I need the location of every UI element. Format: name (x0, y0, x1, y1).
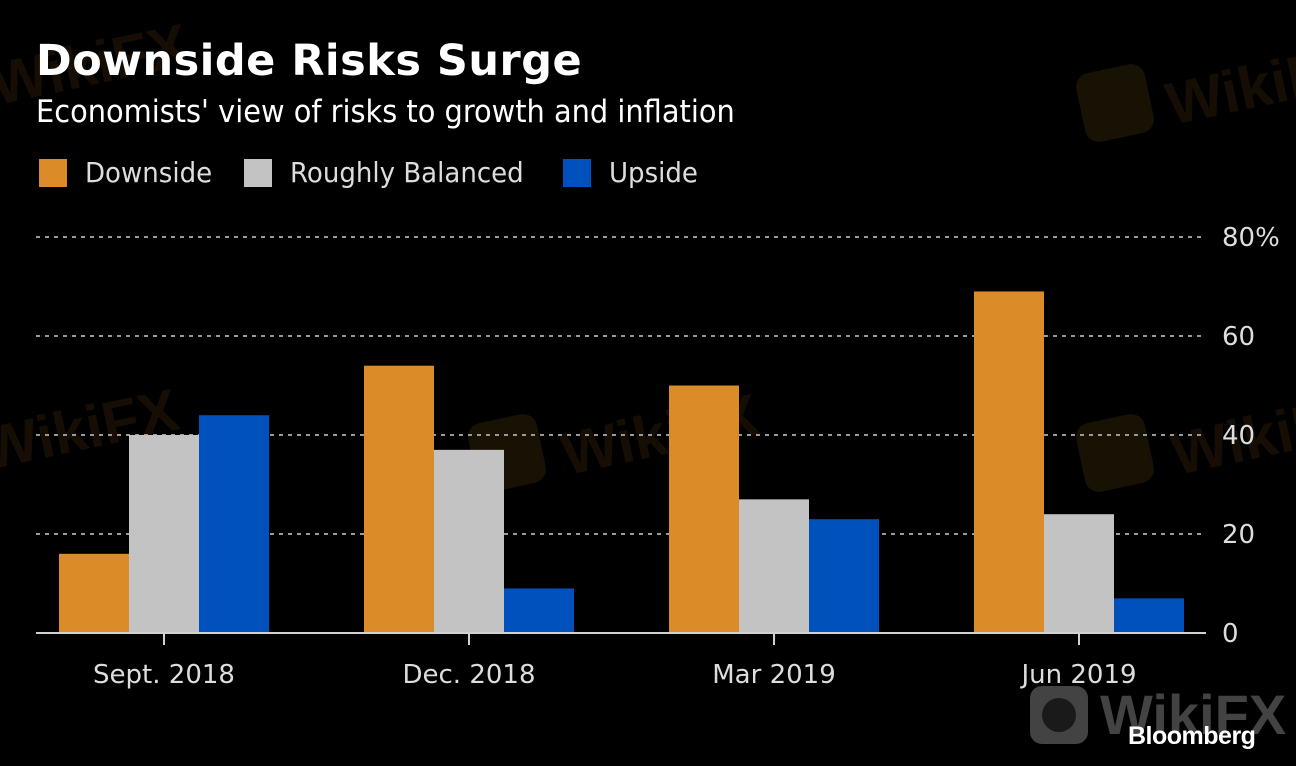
x-tick-label: Jun 2019 (1019, 660, 1136, 690)
bar-upside (1114, 598, 1184, 633)
y-tick-label: 40 (1222, 421, 1255, 451)
bar-roughly-balanced (1044, 514, 1114, 633)
legend-label: Downside (85, 156, 213, 189)
bar-upside (809, 519, 879, 633)
source-label: Bloomberg (1128, 722, 1256, 750)
legend-label: Upside (609, 156, 698, 189)
legend-swatch-downside (39, 158, 67, 187)
x-tick-label: Sept. 2018 (93, 660, 235, 690)
bars (59, 291, 1184, 633)
bar-upside (199, 415, 269, 633)
x-tick-label: Mar 2019 (712, 660, 836, 690)
x-axis (36, 632, 1206, 645)
bar-roughly-balanced (434, 449, 504, 633)
bar-downside (974, 291, 1044, 633)
bar-roughly-balanced (129, 435, 199, 633)
y-tick-label: 20 (1222, 520, 1255, 550)
chart-subtitle: Economists' view of risks to growth and … (36, 94, 735, 130)
bar-roughly-balanced (739, 499, 809, 633)
legend: Downside Roughly Balanced Upside (39, 156, 727, 189)
y-tick-label: 60 (1222, 322, 1255, 352)
y-axis-labels: 0 20 40 60 80% (1222, 223, 1280, 649)
legend-label: Roughly Balanced (289, 156, 524, 189)
legend-item-roughly-balanced: Roughly Balanced (243, 156, 541, 189)
bar-downside (59, 553, 129, 633)
watermark-logo-icon (1030, 685, 1088, 744)
bar-upside (504, 588, 574, 633)
legend-item-upside: Upside (563, 156, 705, 189)
bar-downside (364, 365, 434, 633)
watermark-bottom: WikiFX (1030, 682, 1286, 747)
y-tick-label: 0 (1222, 619, 1239, 649)
x-axis-labels: Sept. 2018 Dec. 2018 Mar 2019 Jun 2019 (93, 660, 1136, 690)
legend-swatch-upside (563, 158, 592, 187)
x-tick-label: Dec. 2018 (402, 660, 535, 690)
watermark-text: WikiFX (1100, 683, 1287, 746)
legend-item-downside: Downside (39, 156, 222, 189)
bar-downside (669, 385, 739, 633)
chart-title: Downside Risks Surge (36, 36, 583, 86)
y-tick-label: 80% (1222, 223, 1280, 253)
legend-swatch-roughly-balanced (243, 158, 272, 187)
